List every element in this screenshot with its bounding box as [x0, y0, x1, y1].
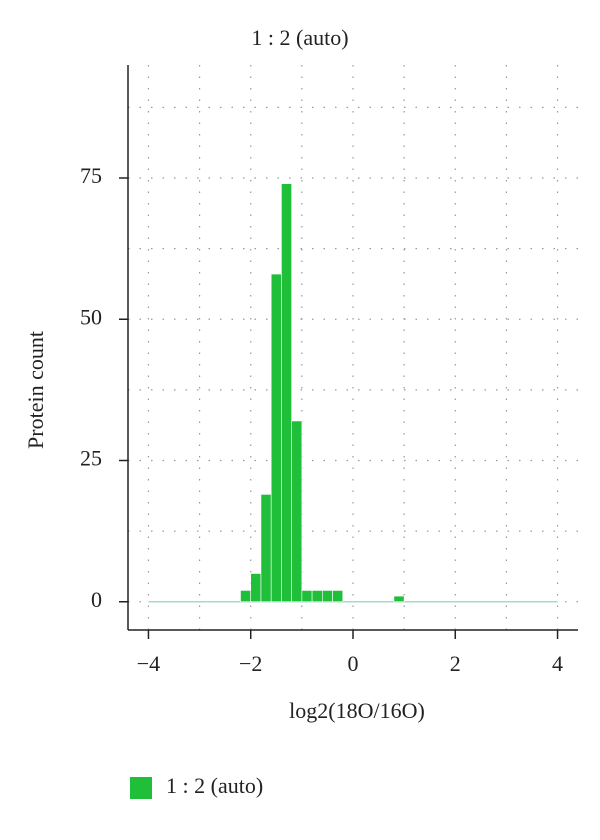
x-tick-label: 4 [552, 651, 563, 676]
chart-title: 1 : 2 (auto) [251, 25, 348, 50]
bar [393, 595, 405, 603]
y-tick-label: 0 [91, 587, 102, 612]
bar [332, 590, 344, 603]
x-tick-label: 0 [348, 651, 359, 676]
y-tick-label: 25 [80, 446, 102, 471]
y-axis-title: Protein count [23, 331, 48, 449]
bar [281, 183, 292, 603]
bar [250, 573, 262, 603]
x-tick-label: 2 [450, 651, 461, 676]
bar [240, 590, 252, 603]
x-tick-label: −4 [137, 651, 160, 676]
bar [291, 420, 303, 603]
y-tick-label: 75 [80, 163, 102, 188]
x-axis-title: log2(18O/16O) [289, 698, 425, 723]
y-tick-label: 50 [80, 304, 102, 329]
bar [311, 590, 323, 603]
legend-swatch [130, 777, 152, 799]
legend-label: 1 : 2 (auto) [166, 773, 263, 798]
x-tick-label: −2 [239, 651, 262, 676]
bar [270, 273, 282, 603]
bar [260, 494, 272, 603]
bar [301, 590, 313, 603]
bar [322, 590, 333, 603]
